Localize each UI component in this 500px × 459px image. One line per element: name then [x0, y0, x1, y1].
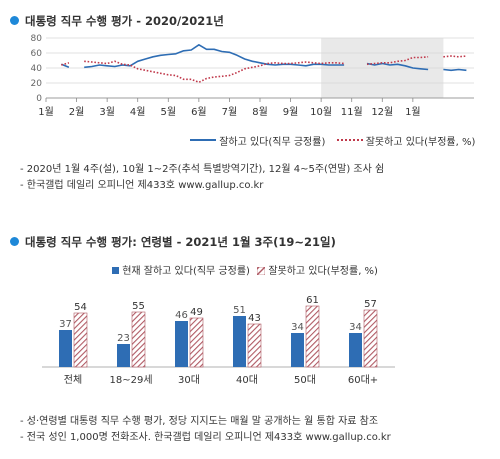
negative-value-label: 57	[364, 299, 377, 310]
negative-value-label: 49	[190, 307, 203, 318]
x-tick-label: 10월	[310, 106, 332, 118]
legend-solid-line-icon	[190, 139, 216, 141]
category-label: 30대	[178, 374, 200, 386]
positive-value-label: 23	[117, 333, 130, 344]
line-legend: 잘하고 있다(직무 긍정률) 잘못하고 있다(부정률, %)	[190, 133, 475, 148]
category-label: 18~29세	[109, 374, 152, 386]
negative-bar	[247, 323, 262, 368]
chart1-note-2: - 한국갤럽 데일리 오피니언 제433호 www.gallup.co.kr	[20, 180, 264, 191]
x-tick-label: 3월	[99, 106, 115, 118]
y-tick-label: 40	[31, 64, 43, 74]
positive-value-label: 46	[175, 310, 188, 321]
chart1-note-1: - 2020년 1월 4주(설), 10월 1~2주(추석 특별방역기간), 1…	[20, 164, 385, 175]
x-tick-label: 1월	[38, 106, 54, 118]
chart2-title: 대통령 직무 수행 평가: 연령별 - 2021년 1월 3주(19~21일)	[10, 234, 336, 250]
negative-series-line	[61, 62, 70, 66]
legend-positive-label: 잘하고 있다(직무 긍정률)	[219, 137, 326, 148]
negative-value-label: 43	[248, 313, 261, 324]
positive-bar	[349, 333, 362, 367]
category-label: 전체	[64, 374, 82, 386]
category-label: 60대+	[348, 374, 378, 386]
negative-bar	[131, 311, 146, 368]
x-tick-label: 5월	[161, 106, 177, 118]
category-label: 40대	[236, 374, 258, 386]
positive-series-line	[366, 62, 429, 71]
negative-value-label: 61	[306, 295, 319, 306]
positive-value-label: 34	[291, 322, 304, 333]
y-tick-label: 0	[36, 94, 42, 104]
y-tick-label: 20	[31, 79, 43, 89]
positive-bar	[175, 321, 188, 367]
x-tick-label: 6월	[191, 106, 207, 118]
legend-positive-label: 현재 잘하고 있다(직무 긍정률)	[122, 266, 250, 277]
y-tick-label: 80	[31, 34, 43, 44]
category-label: 50대	[294, 374, 316, 386]
negative-bar	[189, 317, 204, 368]
positive-bar	[117, 344, 130, 367]
negative-bar	[305, 305, 320, 368]
x-tick-label: 9월	[283, 106, 299, 118]
positive-value-label: 37	[59, 319, 72, 330]
x-tick-label: 7월	[222, 106, 238, 118]
negative-value-label: 55	[132, 301, 145, 312]
x-tick-label: 8월	[252, 106, 268, 118]
bullet-dot-icon	[10, 16, 19, 25]
positive-bar	[291, 333, 304, 367]
legend-solid-square-icon	[112, 267, 119, 274]
positive-bar	[59, 330, 72, 367]
legend-negative-label: 잘못하고 있다(부정률, %)	[268, 266, 378, 277]
negative-series-line	[366, 56, 429, 66]
bullet-dot-icon	[10, 237, 19, 246]
x-tick-label: 2월	[69, 106, 85, 118]
x-tick-label: 1월	[405, 106, 421, 118]
chart2-note-2: - 전국 성인 1,000명 전화조사. 한국갤럽 데일리 오피니언 제433호…	[20, 432, 391, 443]
x-tick-label: 11월	[341, 106, 363, 118]
negative-series-line	[84, 60, 345, 84]
negative-bar	[73, 312, 88, 368]
legend-dotted-line-icon	[336, 139, 363, 141]
positive-value-label: 51	[233, 305, 246, 316]
line-chart: 0 20 40 60 80 1월 2월 3월 4월 5월 6월 7월 8월 9월 10월 11월 12월 1월	[31, 34, 474, 118]
negative-series-line	[443, 55, 467, 58]
bar-legend: 현재 잘하고 있다(직무 긍정률) 잘못하고 있다(부정률, %)	[112, 262, 378, 278]
positive-series-line	[84, 43, 345, 69]
negative-bar	[363, 309, 378, 368]
negative-value-label: 54	[74, 302, 87, 313]
x-tick-label: 12월	[371, 106, 393, 118]
positive-series-line	[443, 68, 467, 72]
chart1-title: 대통령 직무 수행 평가 - 2020/2021년	[10, 13, 224, 29]
positive-value-label: 34	[349, 322, 362, 333]
legend-negative-label: 잘못하고 있다(부정률, %)	[365, 137, 476, 148]
positive-bar	[233, 316, 246, 367]
chart2-note-1: - 성·연령별 대통령 직무 수행 평가, 정당 지지도는 매월 말 공개하는 …	[20, 416, 379, 427]
y-tick-label: 60	[31, 49, 43, 59]
x-tick-label: 4월	[130, 106, 146, 118]
